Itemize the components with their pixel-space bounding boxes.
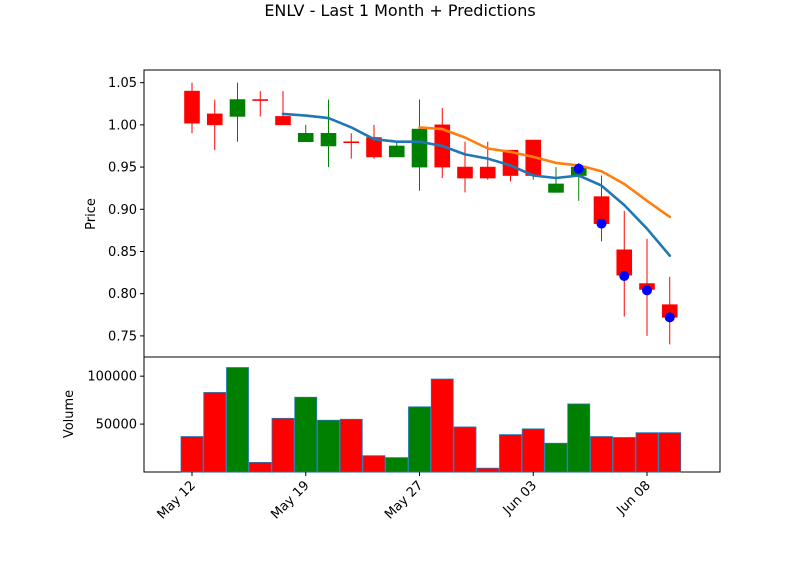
price-ytick-label: 0.85 xyxy=(108,245,137,260)
x-axis: May 12 May 19 May 27 Jun 03 Jun 08 xyxy=(155,472,654,522)
candle-body xyxy=(411,128,428,168)
candle-body xyxy=(388,145,405,158)
volume-bar xyxy=(362,455,386,473)
candle-body xyxy=(184,90,200,124)
volume-bar xyxy=(567,403,591,473)
volume-bar xyxy=(590,436,613,473)
volume-bar xyxy=(226,367,249,473)
price-ytick-label: 0.75 xyxy=(108,329,137,344)
volume-bar xyxy=(339,418,363,473)
xtick-label: May 27 xyxy=(382,478,426,522)
xtick-label: Jun 03 xyxy=(500,478,540,518)
candle-body xyxy=(229,99,246,117)
prediction-marker xyxy=(664,312,675,323)
volume-bar xyxy=(317,419,340,473)
price-series-line-2 xyxy=(418,126,672,219)
volume-bar xyxy=(612,437,636,473)
prediction-marker xyxy=(642,285,652,296)
chart-title: ENLV - Last 1 Month + Predictions xyxy=(264,1,535,20)
candle-body xyxy=(343,141,360,144)
candle-body xyxy=(275,116,291,126)
xtick-label: Jun 08 xyxy=(614,478,654,518)
price-ytick-label: 0.95 xyxy=(108,161,137,176)
candle-body xyxy=(297,133,314,143)
candle-body xyxy=(252,99,269,101)
volume-bar xyxy=(408,406,431,473)
price-ytick-label: 1.00 xyxy=(108,118,137,133)
prediction-marker xyxy=(619,270,630,281)
volume-bar xyxy=(499,434,522,473)
volume-bar xyxy=(294,396,318,473)
volume-panel: 50000 100000 xyxy=(87,356,721,473)
candle-body xyxy=(457,166,473,179)
volume-axis-label: Volume xyxy=(62,390,77,438)
price-series-line-1 xyxy=(281,112,672,257)
candle-body xyxy=(320,133,337,147)
volume-bar xyxy=(635,432,659,473)
xtick-label: May 12 xyxy=(155,478,199,522)
volume-bar xyxy=(430,378,454,473)
price-panel: 0.75 0.80 0.85 0.90 0.95 1.00 1.05 xyxy=(108,69,721,358)
volume-bar xyxy=(544,442,568,473)
price-ytick-label: 0.80 xyxy=(108,287,137,302)
volume-bar xyxy=(476,467,500,473)
prediction-marker xyxy=(573,163,584,174)
candle-body xyxy=(479,166,496,179)
volume-bar xyxy=(180,436,204,473)
volume-bar xyxy=(203,392,227,473)
price-ytick-label: 1.05 xyxy=(108,76,137,91)
volume-bar xyxy=(271,417,295,473)
candle-body xyxy=(366,137,382,158)
price-axis-label: Price xyxy=(84,198,99,230)
volume-ytick-label: 100000 xyxy=(87,370,137,385)
volume-ytick-label: 50000 xyxy=(96,418,137,433)
price-ytick-label: 0.90 xyxy=(108,203,137,218)
volume-bar xyxy=(385,457,409,473)
volume-bar xyxy=(248,462,272,473)
prediction-marker xyxy=(596,218,607,229)
candle-body xyxy=(206,113,223,126)
xtick-label: May 19 xyxy=(268,478,312,522)
volume-bar xyxy=(521,428,545,473)
candle-body xyxy=(548,183,564,193)
volume-bar xyxy=(453,426,477,473)
volume-bar xyxy=(658,432,682,473)
